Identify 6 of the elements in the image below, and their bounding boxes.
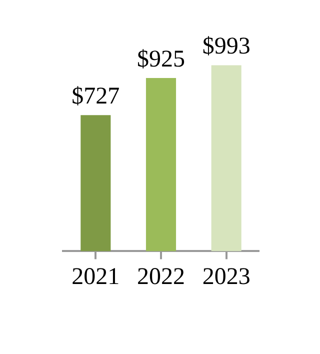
x-tick-label: 2023: [202, 264, 250, 290]
x-tick-label: 2022: [137, 264, 185, 290]
data-label: $727: [72, 83, 120, 110]
x-tick-label: 2021: [72, 264, 120, 290]
data-label: $925: [137, 46, 185, 72]
data-label: $993: [202, 34, 250, 60]
